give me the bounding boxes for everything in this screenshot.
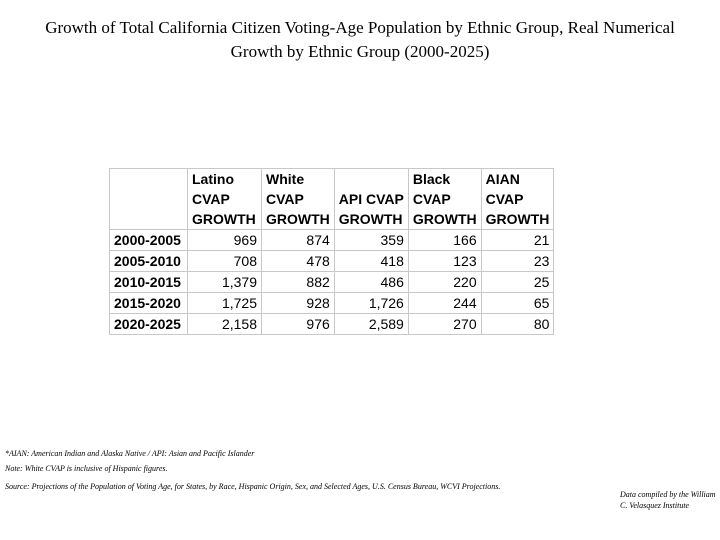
row-header-period: 2005-2010 bbox=[109, 250, 188, 272]
cell-aian: 65 bbox=[480, 292, 555, 314]
header-line: API CVAP bbox=[338, 191, 404, 207]
cell-white: 928 bbox=[261, 292, 335, 314]
cell-aian: 80 bbox=[480, 313, 555, 335]
column-header-api: API CVAP GROWTH bbox=[333, 168, 409, 230]
cell-api: 418 bbox=[333, 250, 409, 272]
cell-aian: 23 bbox=[480, 250, 555, 272]
header-corner-cell bbox=[109, 168, 188, 230]
header-line: White bbox=[266, 171, 305, 187]
cell-api: 359 bbox=[333, 229, 409, 251]
cell-black: 123 bbox=[407, 250, 482, 272]
cell-black: 166 bbox=[407, 229, 482, 251]
table-header-row: Latino CVAP GROWTH White CVAP GROWTH API… bbox=[109, 168, 555, 230]
header-line: AIAN bbox=[485, 171, 520, 187]
header-line: CVAP bbox=[412, 191, 451, 207]
column-header-white: White CVAP GROWTH bbox=[261, 168, 335, 230]
header-line: Black bbox=[412, 171, 451, 187]
table-row: 2000-2005 969 874 359 166 21 bbox=[109, 229, 555, 251]
header-line: GROWTH bbox=[485, 211, 550, 227]
row-header-period: 2020-2025 bbox=[109, 313, 188, 335]
cvap-growth-table: Latino CVAP GROWTH White CVAP GROWTH API… bbox=[109, 168, 555, 335]
table-row: 2020-2025 2,158 976 2,589 270 80 bbox=[109, 313, 555, 335]
header-line: Latino bbox=[192, 171, 234, 187]
cell-api: 486 bbox=[333, 271, 409, 293]
cell-api: 2,589 bbox=[333, 313, 409, 335]
cell-white: 478 bbox=[261, 250, 335, 272]
table-row: 2005-2010 708 478 418 123 23 bbox=[109, 250, 555, 272]
row-header-period: 2010-2015 bbox=[109, 271, 188, 293]
cell-latino: 2,158 bbox=[187, 313, 262, 335]
table-row: 2010-2015 1,379 882 486 220 25 bbox=[109, 271, 555, 293]
white-cvap-note: Note: White CVAP is inclusive of Hispani… bbox=[5, 464, 168, 473]
cell-latino: 1,379 bbox=[187, 271, 262, 293]
header-line bbox=[339, 169, 404, 189]
cell-latino: 969 bbox=[187, 229, 262, 251]
cell-white: 882 bbox=[261, 271, 335, 293]
header-line: CVAP bbox=[266, 191, 304, 207]
header-line: GROWTH bbox=[266, 211, 330, 227]
row-header-period: 2015-2020 bbox=[109, 292, 188, 314]
table-row: 2015-2020 1,725 928 1,726 244 65 bbox=[109, 292, 555, 314]
header-line: CVAP bbox=[192, 191, 230, 207]
cell-aian: 21 bbox=[480, 229, 555, 251]
cell-white: 976 bbox=[261, 313, 335, 335]
cell-latino: 1,725 bbox=[187, 292, 262, 314]
row-header-period: 2000-2005 bbox=[109, 229, 188, 251]
header-line: GROWTH bbox=[412, 211, 477, 227]
cell-api: 1,726 bbox=[333, 292, 409, 314]
column-header-aian: AIAN CVAP GROWTH bbox=[480, 168, 555, 230]
abbreviations-footnote: *AIAN: American Indian and Alaska Native… bbox=[5, 449, 255, 458]
column-header-black: Black CVAP GROWTH bbox=[407, 168, 482, 230]
cell-black: 220 bbox=[407, 271, 482, 293]
cell-black: 244 bbox=[407, 292, 482, 314]
column-header-latino: Latino CVAP GROWTH bbox=[187, 168, 262, 230]
data-credit: Data compiled by the William C. Velasque… bbox=[620, 490, 716, 510]
cell-aian: 25 bbox=[480, 271, 555, 293]
chart-title: Growth of Total California Citizen Votin… bbox=[45, 18, 675, 61]
cell-latino: 708 bbox=[187, 250, 262, 272]
source-note: Source: Projections of the Population of… bbox=[5, 482, 501, 491]
header-line: GROWTH bbox=[192, 211, 256, 227]
cell-black: 270 bbox=[407, 313, 482, 335]
header-line: CVAP bbox=[485, 191, 524, 207]
cell-white: 874 bbox=[261, 229, 335, 251]
header-line: GROWTH bbox=[338, 211, 403, 227]
